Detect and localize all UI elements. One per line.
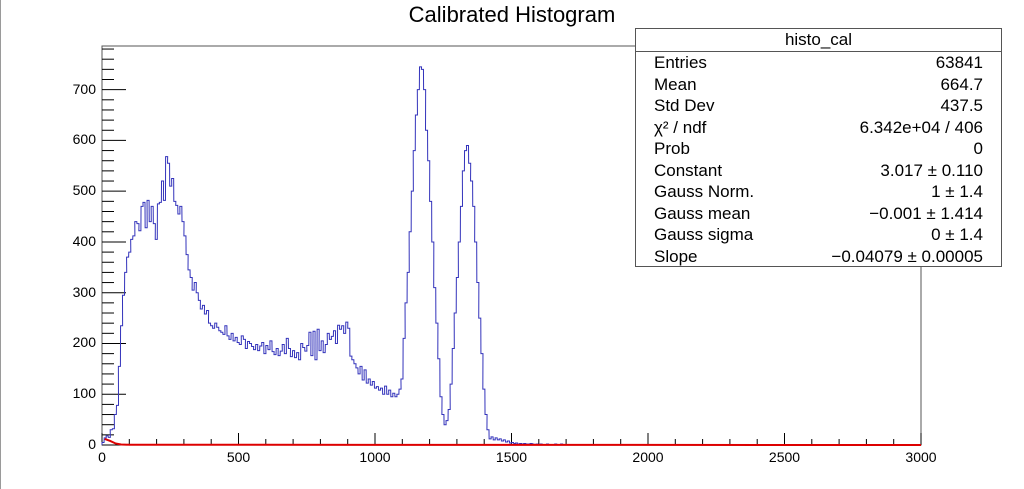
stats-row: Std Dev 437.5 (636, 95, 1001, 117)
stats-row: Mean 664.7 (636, 74, 1001, 96)
stats-value: 1 ± 1.4 (931, 182, 983, 201)
stats-row: Gauss sigma 0 ± 1.4 (636, 224, 1001, 246)
chart-title-text: Calibrated Histogram (408, 2, 616, 27)
x-tick-label: 2000 (632, 449, 664, 465)
x-tick-label: 1000 (359, 449, 391, 465)
stats-label: Constant (654, 160, 723, 180)
stats-rows: Entries 63841 Mean 664.7 Std Dev 437.5 χ² / nd… (636, 52, 1001, 267)
stats-value: 6.342e+04 / 406 (859, 117, 983, 137)
y-tick-label: 500 (72, 182, 96, 199)
stats-value: −0.04079 ± 0.00005 (831, 246, 983, 266)
x-tick-label: 3000 (905, 449, 937, 465)
y-tick-label: 700 (72, 80, 96, 97)
stats-box-title: histo_cal (636, 29, 1001, 52)
stats-value: 0 (973, 139, 983, 158)
stats-row: Slope −0.04079 ± 0.00005 (636, 246, 1001, 268)
stats-value: 664.7 (940, 74, 983, 94)
stats-label: χ² / ndf (654, 117, 707, 137)
y-tick-label: 300 (72, 283, 96, 300)
canvas-left-border (0, 0, 1, 489)
stats-value: −0.001 ± 1.414 (869, 203, 983, 223)
stats-row: Gauss Norm. 1 ± 1.4 (636, 181, 1001, 203)
stats-value: 437.5 (940, 96, 983, 115)
stats-value: 63841 (935, 53, 983, 72)
y-tick-label: 0 (88, 436, 96, 452)
stats-label: Entries (654, 53, 707, 72)
stats-label: Gauss sigma (654, 225, 754, 244)
stats-label: Std Dev (654, 96, 715, 115)
y-tick-label: 600 (72, 131, 96, 148)
stats-row: Prob 0 (636, 138, 1001, 160)
y-tick-label: 100 (72, 385, 96, 402)
stats-row: Gauss mean −0.001 ± 1.414 (636, 203, 1001, 225)
y-tick-label: 400 (72, 232, 96, 249)
stats-label: Prob (654, 139, 690, 158)
stats-value: 0 ± 1.4 (931, 225, 983, 244)
stats-label: Slope (654, 246, 698, 266)
stats-label: Mean (654, 74, 697, 94)
y-axis-ticks (102, 48, 126, 446)
x-tick-label: 0 (98, 449, 106, 465)
stats-label: Gauss mean (654, 203, 751, 223)
stats-box: histo_cal Entries 63841 Mean 664.7 Std Dev 43… (635, 28, 1002, 267)
stats-row: Entries 63841 (636, 52, 1001, 74)
fit-curve (104, 437, 922, 446)
x-tick-label: 2500 (768, 449, 801, 465)
stats-row: χ² / ndf 6.342e+04 / 406 (636, 117, 1001, 139)
stats-label: Gauss Norm. (654, 182, 755, 201)
x-tick-label: 500 (226, 449, 251, 465)
y-tick-label: 200 (72, 334, 96, 351)
x-tick-label: 1500 (495, 449, 528, 465)
chart-title: Calibrated Histogram (0, 2, 1024, 28)
stats-row: Constant 3.017 ± 0.110 (636, 160, 1001, 182)
stats-value: 3.017 ± 0.110 (880, 160, 983, 180)
